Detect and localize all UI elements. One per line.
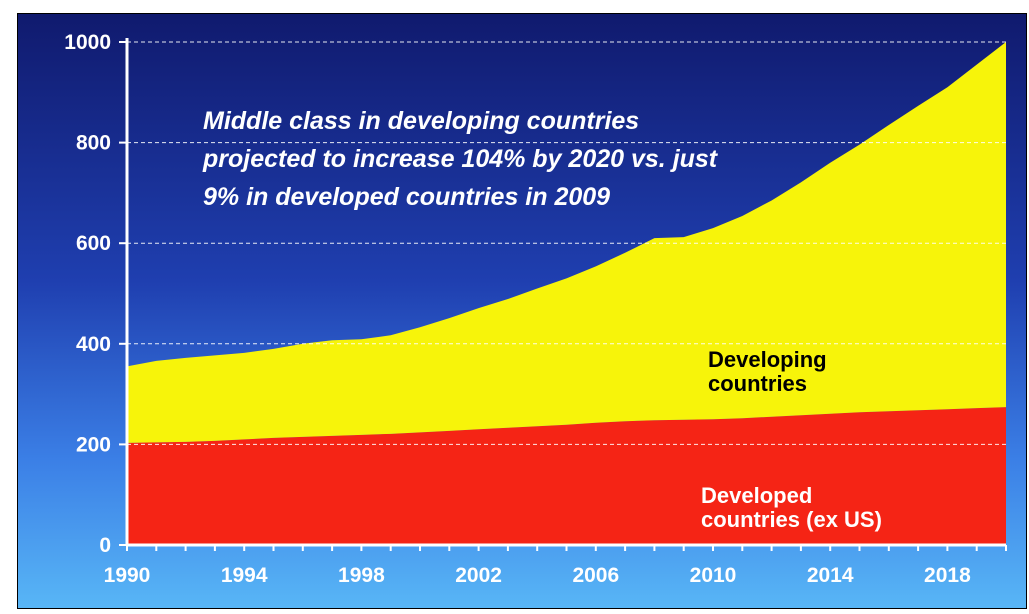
- x-tick-label-2006: 2006: [572, 564, 619, 587]
- x-tick-label-2010: 2010: [690, 564, 737, 587]
- y-tick-label-400: 400: [76, 333, 111, 356]
- x-tick-label-1990: 1990: [104, 564, 151, 587]
- series-area-2: [127, 42, 1006, 443]
- x-tick-label-2018: 2018: [924, 564, 971, 587]
- y-tick-label-200: 200: [76, 433, 111, 456]
- x-tick-label-1994: 1994: [221, 564, 268, 587]
- annotation-line-1: Middle class in developing countries: [203, 107, 639, 135]
- x-tick-label-2002: 2002: [455, 564, 502, 587]
- x-tick-label-2014: 2014: [807, 564, 854, 587]
- y-tick-label-0: 0: [99, 534, 111, 557]
- series-label-2-line-1: Developing: [708, 347, 827, 372]
- series-label-1-line-2: countries (ex US): [701, 507, 882, 532]
- x-tick-label-1998: 1998: [338, 564, 385, 587]
- series-area-1: [127, 407, 1006, 545]
- annotation-line-3: 9% in developed countries in 2009: [203, 183, 610, 211]
- chart-frame: 0 200 400 600 800 1000 1990 1994 1998 2002 2006 201…: [17, 13, 1027, 609]
- y-tick-label-800: 800: [76, 132, 111, 155]
- series-label-2-line-2: countries: [708, 371, 807, 396]
- y-tick-label-600: 600: [76, 232, 111, 255]
- series-label-1-line-1: Developed: [701, 483, 812, 508]
- stacked-area-chart: 0 200 400 600 800 1000 1990 1994 1998 2002 2006 201…: [64, 31, 1007, 587]
- annotation-line-2: projected to increase 104% by 2020 vs. j…: [202, 145, 719, 173]
- y-tick-label-1000: 1000: [64, 31, 111, 54]
